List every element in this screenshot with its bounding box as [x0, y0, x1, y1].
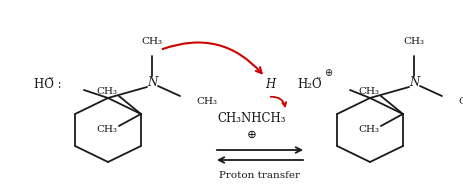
- Text: N: N: [408, 75, 418, 89]
- Text: HÖ :: HÖ :: [34, 79, 62, 91]
- Text: Proton transfer: Proton transfer: [219, 170, 300, 180]
- FancyArrowPatch shape: [270, 97, 286, 106]
- Text: CH₃: CH₃: [141, 37, 162, 46]
- Text: ⊕: ⊕: [323, 68, 332, 78]
- FancyArrowPatch shape: [162, 43, 261, 73]
- Text: CH₃: CH₃: [357, 126, 378, 135]
- Text: ⊕: ⊕: [246, 128, 257, 141]
- Text: CH₃: CH₃: [96, 126, 117, 135]
- Text: CH₃: CH₃: [457, 98, 463, 106]
- Text: CH₃NHCH₃: CH₃NHCH₃: [217, 112, 286, 124]
- Text: CH₃: CH₃: [96, 88, 117, 97]
- Text: N: N: [147, 75, 157, 89]
- Text: CH₃: CH₃: [357, 88, 378, 97]
- Text: H₂Ö: H₂Ö: [297, 79, 321, 91]
- Text: CH₃: CH₃: [195, 98, 217, 106]
- Text: CH₃: CH₃: [403, 37, 424, 46]
- Text: H: H: [264, 79, 275, 91]
